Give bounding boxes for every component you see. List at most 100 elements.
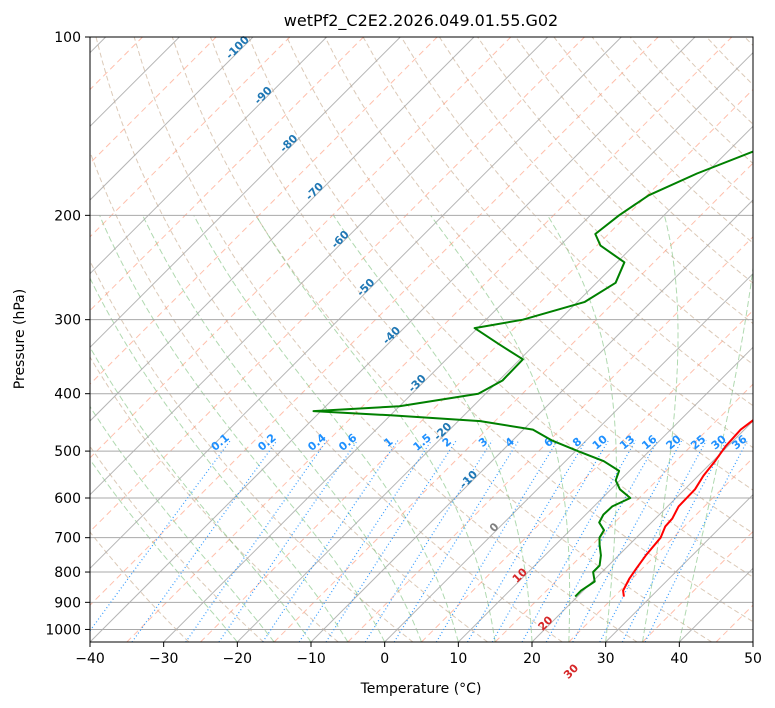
dashed-isotherm-line — [90, 37, 291, 238]
temperature-trace — [622, 419, 753, 597]
isotherm-label: -70 — [303, 180, 326, 203]
mixing-ratio-label: 25 — [688, 432, 708, 452]
y-tick-label: 400 — [54, 387, 81, 403]
y-tick-label: 900 — [54, 595, 81, 611]
isotherm-grid-line — [163, 51, 753, 642]
x-tick-label: 40 — [670, 651, 688, 667]
isotherm-grid-line — [90, 37, 622, 570]
moist-adiabat-line — [193, 215, 459, 642]
mixing-ratio-line — [90, 440, 231, 632]
dry-adiabat-line — [706, 37, 753, 86]
isotherm-grid-line — [605, 493, 753, 642]
dashed-isotherm-line — [421, 309, 753, 642]
mixing-ratio-line — [572, 440, 683, 642]
moist-adiabat-line — [642, 215, 679, 642]
mixing-ratio-line — [621, 440, 728, 642]
y-tick-label: 1000 — [45, 622, 81, 638]
dry-adiabat-line — [438, 37, 753, 366]
isotherm-label: -80 — [277, 132, 300, 155]
y-tick-label: 700 — [54, 531, 81, 547]
dry-adiabat-line — [90, 150, 488, 642]
isotherm-label: -90 — [252, 84, 275, 107]
mixing-ratio-label: 0.4 — [305, 431, 329, 454]
isotherm-grid-line — [90, 37, 549, 496]
mixing-ratio-label: 13 — [617, 433, 637, 453]
mixing-ratio-line — [435, 440, 558, 642]
x-tick-label: 50 — [744, 651, 762, 667]
isotherm-label: 30 — [561, 661, 581, 681]
chart-title: wetPf2_C2E2.2026.049.01.55.G02 — [284, 11, 558, 31]
dewpoint-trace — [312, 150, 753, 598]
isotherm-grid-line — [752, 641, 753, 642]
dashed-isotherm-line — [90, 37, 659, 606]
mixing-ratio-line — [644, 440, 748, 642]
y-tick-label: 800 — [54, 565, 81, 581]
y-tick-label: 200 — [54, 208, 81, 224]
moist-adiabat-line — [142, 215, 422, 642]
isotherm-grid-line — [90, 37, 328, 275]
y-axis-label: Pressure (hPa) — [12, 289, 28, 389]
moist-adiabat-line — [90, 346, 312, 642]
dashed-isotherm-line — [90, 37, 364, 312]
moist-adiabat-line — [90, 458, 238, 642]
isotherm-grid-line — [90, 37, 254, 201]
y-tick-label: 600 — [54, 491, 81, 507]
isotherm-label: -50 — [354, 276, 377, 299]
mixing-ratio-line — [599, 440, 707, 642]
isotherm-grid-line — [531, 420, 753, 642]
x-tick-label: −40 — [75, 651, 105, 667]
mixing-ratio-line — [185, 440, 328, 642]
dry-adiabat-line — [90, 259, 414, 642]
x-tick-label: 20 — [523, 651, 541, 667]
dry-adiabat-line — [324, 37, 753, 491]
isotherm-label: -40 — [380, 324, 403, 347]
dry-adiabat-line — [591, 37, 753, 204]
dashed-isotherm-line — [568, 457, 753, 642]
isotherm-grid-line — [236, 125, 753, 642]
dashed-isotherm-line — [715, 604, 753, 642]
dry-adiabat-line — [133, 37, 638, 642]
x-axis-label: Temperature (°C) — [360, 681, 482, 697]
isotherm-grid-line — [384, 272, 753, 642]
isotherm-grid-line — [90, 37, 401, 349]
mixing-ratio-label: 36 — [730, 432, 750, 452]
dry-adiabat-line — [248, 37, 753, 578]
mixing-ratio-line — [218, 440, 358, 642]
background-lines — [0, 37, 753, 642]
mixing-ratio-label: 16 — [639, 432, 659, 452]
dashed-isotherm-line — [90, 37, 217, 164]
isotherm-grid-line — [310, 199, 753, 642]
isotherm-label: -30 — [406, 372, 429, 395]
y-axis-ticks: 100 200 300 400 500 600 700 800 900 1000 — [45, 30, 90, 638]
dashed-isotherm-line — [126, 37, 733, 642]
mixing-ratio-line — [325, 440, 457, 642]
y-tick-label: 500 — [54, 444, 81, 460]
isotherm-grid-line — [678, 567, 753, 642]
mixing-ratio-label: 3 — [476, 435, 490, 450]
mixing-ratio-label: 0.2 — [255, 431, 278, 453]
dry-adiabat-line — [90, 531, 190, 642]
dashed-isotherm-line — [90, 37, 585, 533]
isotherm-label: -60 — [329, 228, 352, 251]
x-tick-label: 30 — [597, 651, 615, 667]
dashed-isotherm-line — [347, 236, 753, 642]
moist-adiabat-line — [678, 264, 753, 642]
mixing-ratio-label: 10 — [590, 432, 610, 452]
x-tick-label: −30 — [149, 651, 179, 667]
x-axis-ticks: −40 −30 −20 −10 0 10 20 30 40 50 — [75, 642, 762, 667]
x-tick-label: −10 — [296, 651, 326, 667]
isotherm-grid-line — [90, 37, 696, 642]
dry-adiabat-line — [668, 37, 753, 125]
mixing-ratio-line — [491, 440, 609, 642]
y-tick-label: 300 — [54, 313, 81, 329]
dry-adiabat-line — [744, 37, 753, 47]
x-tick-label: 10 — [449, 651, 467, 667]
moist-adiabat-line — [90, 405, 275, 642]
dashed-isotherm-line — [642, 530, 753, 642]
dashed-isotherm-line — [0, 37, 69, 642]
mixing-ratio-label: 0.6 — [336, 431, 360, 454]
dashed-isotherm-line — [494, 383, 753, 642]
dashed-isotherm-line — [273, 162, 753, 642]
dry-adiabat-line — [90, 356, 339, 642]
